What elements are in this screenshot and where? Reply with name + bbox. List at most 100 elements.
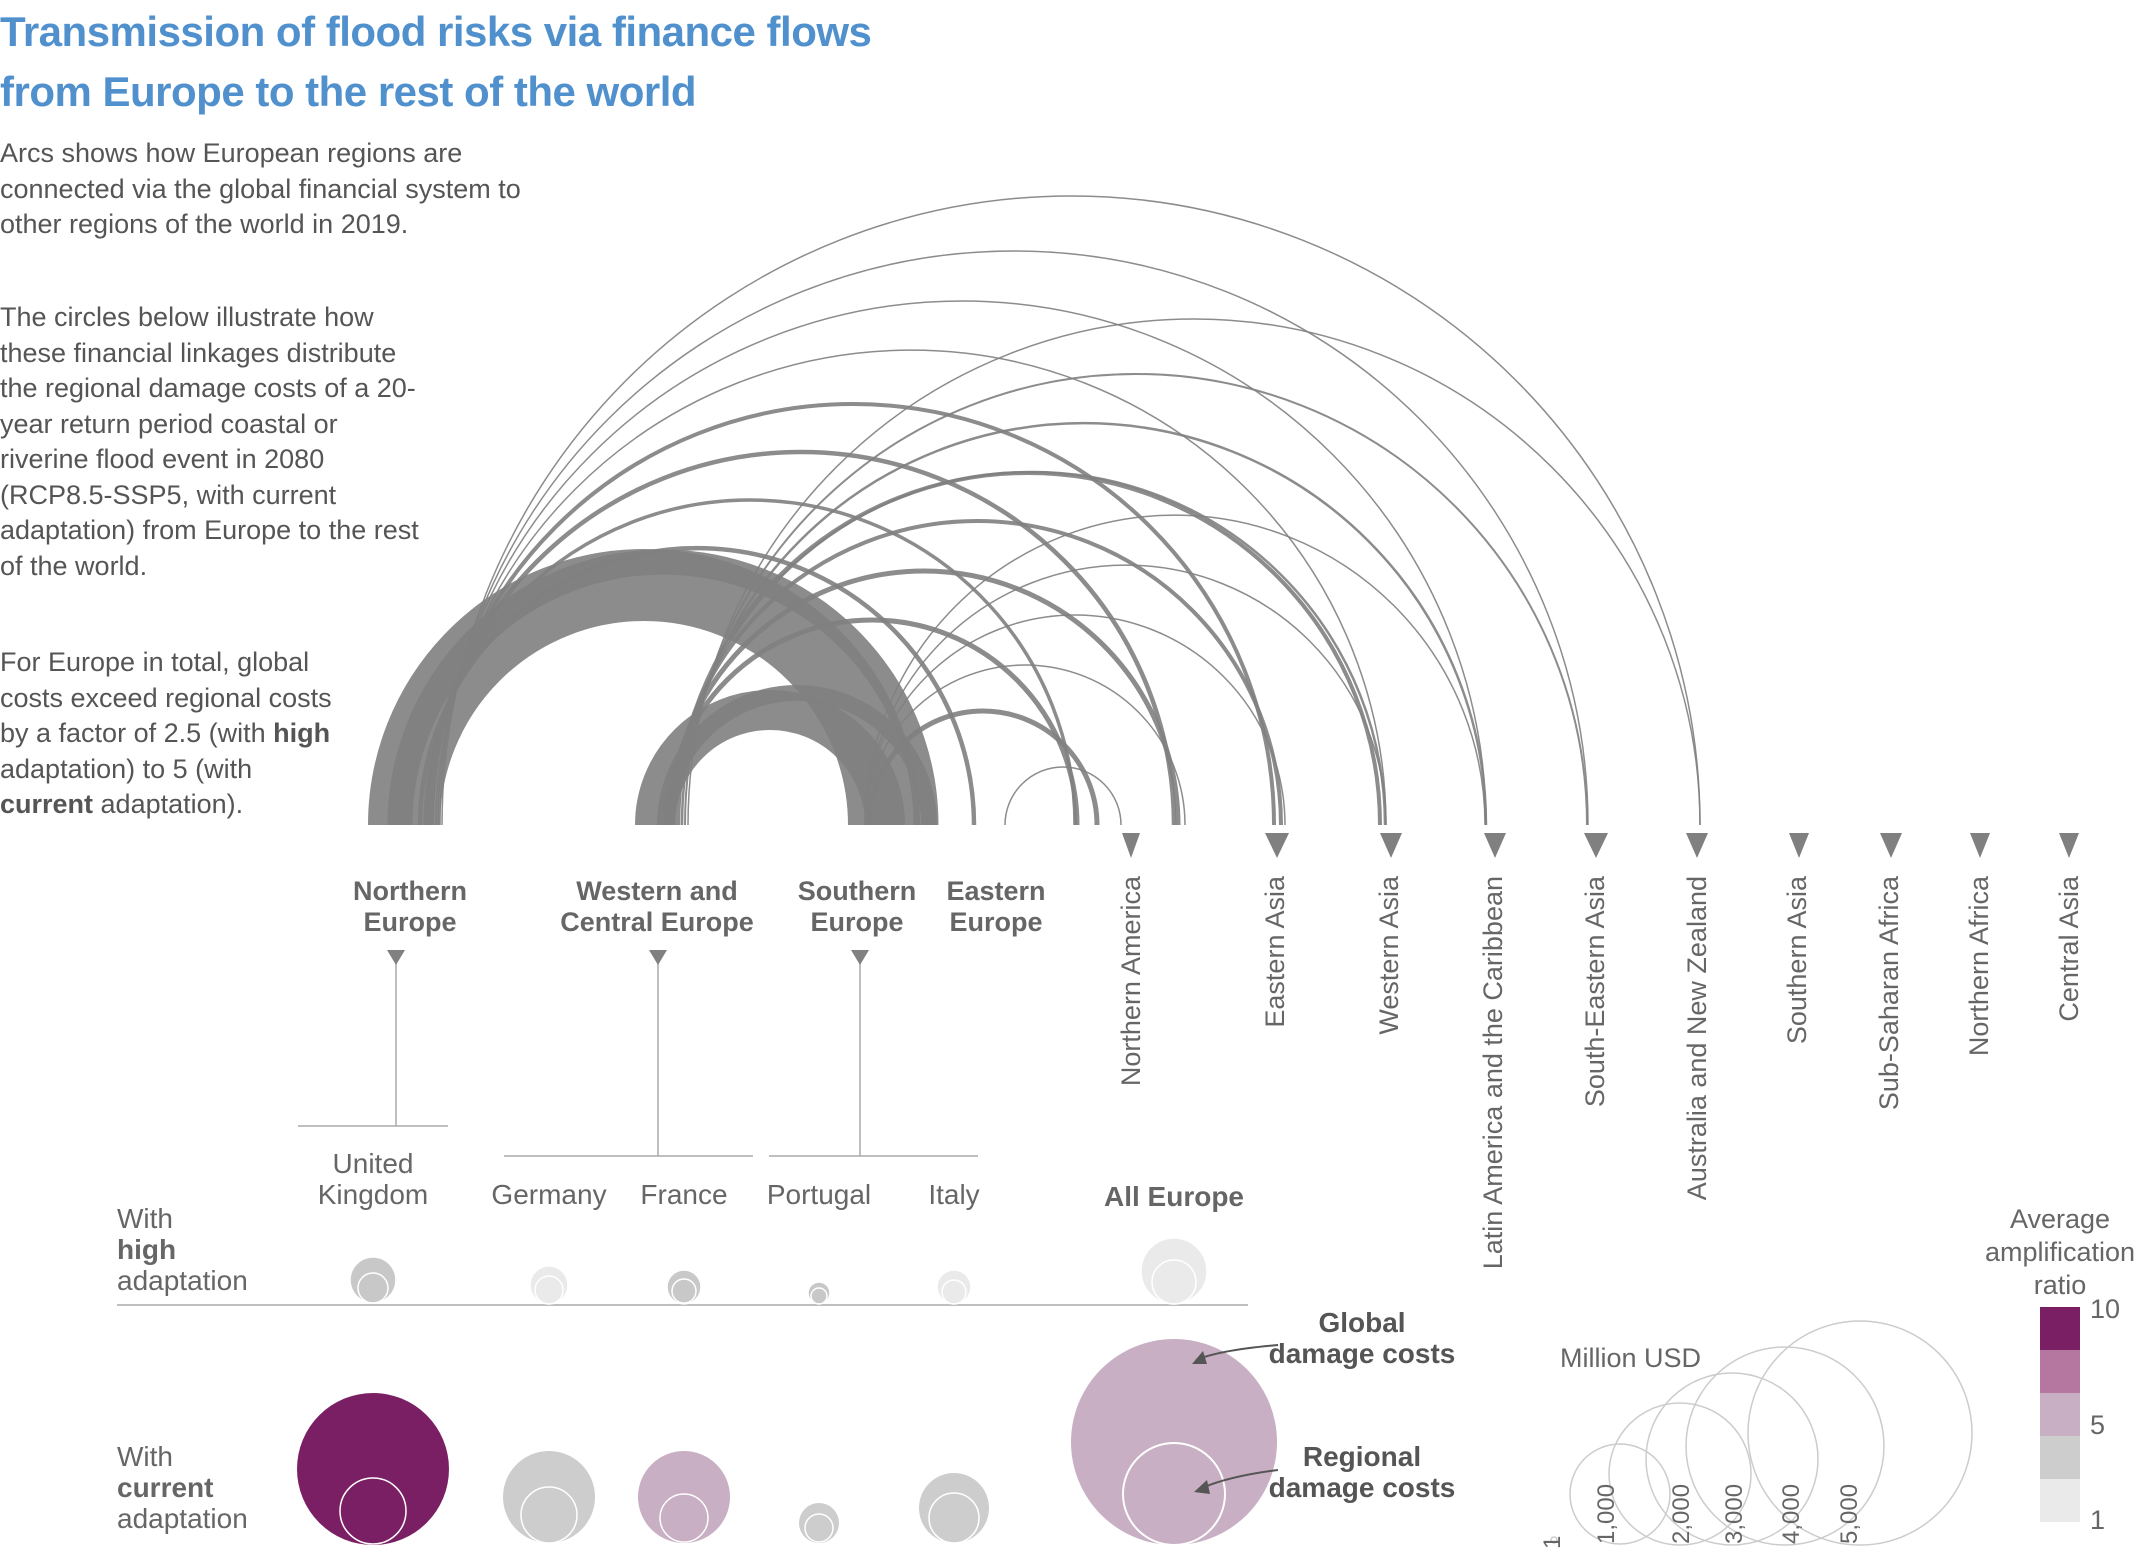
size-label-5000: 5,000	[1836, 1484, 1863, 1544]
color-tick-1: 1	[2090, 1505, 2105, 1535]
dest-label-australia-new-zealand: Australia and New Zealand	[1682, 876, 1712, 1200]
circle-france-high-regional	[671, 1278, 697, 1304]
country-label-portugal: Portugal	[767, 1179, 871, 1210]
country-label-all-europe: All Europe	[1104, 1181, 1244, 1212]
source-label-eastern-europe: Eastern Europe	[946, 876, 1045, 937]
high-adaptation-circles	[349, 1237, 1208, 1305]
arrow-eastern-asia	[1265, 833, 1289, 858]
dest-label-northern-africa: Northern Africa	[1964, 875, 1994, 1056]
circle-italy-current-global	[919, 1473, 989, 1543]
circle-europe-high-global	[1140, 1237, 1208, 1305]
arc-northern-europe-northern-africa	[439, 250, 1589, 826]
size-circle-5000	[1747, 1320, 1973, 1546]
arrow-australia	[1686, 833, 1708, 858]
arrow-latin-america	[1484, 833, 1506, 858]
circle-france-high-global	[666, 1269, 702, 1305]
dest-label-southern-asia: Southern Asia	[1782, 875, 1812, 1044]
connector-western-europe	[504, 960, 753, 1157]
dest-label-central-asia: Central Asia	[2054, 875, 2084, 1022]
page-title: Transmission of flood risks via finance …	[0, 8, 872, 115]
color-swatch-2	[2040, 1350, 2080, 1393]
arrow-northern-america	[1122, 833, 1140, 858]
circle-italy-high-regional	[941, 1279, 967, 1305]
dest-label-northern-america: Northern America	[1116, 875, 1146, 1086]
arrow-south-eastern-asia	[1584, 833, 1608, 858]
arc-western-europe-south-eastern-asia	[667, 568, 1181, 826]
arc-northern-europe-sub-saharan-africa	[437, 300, 1487, 826]
arrow-western-asia	[1380, 833, 1402, 858]
destination-labels: Northern America Eastern Asia Western As…	[1116, 875, 2084, 1269]
arc-northern-europe-central-asia	[441, 195, 1701, 826]
destination-arrows	[1122, 833, 2079, 858]
circle-uk-high-global	[349, 1256, 397, 1304]
color-legend: Average amplification ratio 10 5 1	[1985, 1204, 2135, 1535]
size-label-1: 1	[1539, 1536, 1566, 1549]
country-label-italy: Italy	[928, 1179, 979, 1210]
connector-northern-europe	[298, 960, 448, 1127]
finance-arcs	[368, 195, 1701, 826]
intro-p3-high: high	[273, 718, 331, 748]
intro-p3-part1: For Europe in total, global costs exceed…	[0, 647, 332, 748]
source-label-southern-europe: Southern Europe	[798, 876, 917, 937]
size-circle-1	[1550, 1536, 1558, 1544]
size-label-1000: 1,000	[1593, 1484, 1620, 1544]
country-label-germany: Germany	[491, 1179, 606, 1210]
circle-france-current-regional	[659, 1493, 709, 1543]
color-swatch-1	[2040, 1307, 2080, 1350]
arc-northern-europe-northern-america	[368, 549, 920, 826]
marker-southern-europe	[851, 950, 869, 965]
region-country-connectors	[298, 960, 978, 1157]
arc-western-europe-latin-america	[671, 519, 1283, 826]
size-label-3000: 3,000	[1721, 1484, 1748, 1544]
marker-northern-europe	[387, 950, 405, 965]
arrow-central-asia	[2059, 833, 2079, 858]
callout-regional-label: Regional damage costs	[1269, 1441, 1456, 1503]
intro-p3-part3: adaptation).	[93, 789, 244, 819]
circle-germany-current-global	[503, 1451, 595, 1543]
callout-regional-arrow	[1194, 1480, 1210, 1494]
dest-label-western-asia: Western Asia	[1374, 875, 1404, 1035]
color-swatch-3	[2040, 1393, 2080, 1436]
circle-italy-high-global	[936, 1269, 972, 1305]
arc-southern-europe-latin-america	[864, 514, 1486, 826]
intro-paragraph-arcs: Arcs shows how European regions are conn…	[0, 138, 521, 239]
row-labels: With high adaptation With current adaptation	[117, 1203, 248, 1534]
circle-germany-current-regional	[520, 1486, 578, 1544]
circle-italy-current-regional	[928, 1492, 980, 1544]
circle-uk-current-regional	[339, 1477, 407, 1545]
country-label-uk: United Kingdom	[318, 1148, 429, 1210]
circle-europe-high-regional	[1151, 1259, 1197, 1305]
source-label-northern-europe: Northern Europe	[353, 876, 467, 937]
color-tick-5: 5	[2090, 1410, 2105, 1440]
arc-western-europe-australia	[674, 471, 1382, 826]
circle-uk-current-global	[297, 1393, 449, 1545]
color-swatch-4	[2040, 1436, 2080, 1479]
color-tick-10: 10	[2090, 1294, 2120, 1324]
color-swatch-5	[2040, 1479, 2080, 1522]
dest-label-latin-america: Latin America and the Caribbean	[1478, 876, 1508, 1269]
marker-western-europe	[649, 950, 667, 965]
connector-markers	[387, 950, 869, 965]
intro-p3-part2: adaptation) to 5 (with	[0, 753, 253, 784]
size-circle-3000	[1645, 1372, 1819, 1546]
intro-p3-current: current	[0, 789, 94, 819]
circle-portugal-high-regional	[810, 1287, 828, 1305]
intro-paragraph-europe-total: For Europe in total, global costs exceed…	[0, 645, 340, 823]
connector-southern-europe	[769, 960, 978, 1157]
row-label-current-adaptation: With current adaptation	[117, 1441, 248, 1534]
circle-europe-current-regional	[1122, 1442, 1226, 1546]
circle-france-current-global	[638, 1451, 730, 1543]
size-circle-1000	[1569, 1443, 1671, 1545]
callout-global-arrow	[1192, 1351, 1207, 1364]
circle-uk-high-regional	[357, 1272, 389, 1304]
country-labels: United Kingdom Germany France Portugal It…	[318, 1148, 1244, 1212]
callouts: Global damage costs Regional damage costs	[1192, 1307, 1455, 1503]
size-circle-4000	[1685, 1346, 1885, 1546]
size-circle-2000	[1608, 1402, 1752, 1546]
arrow-southern-asia	[1789, 833, 1809, 858]
circle-germany-high-regional	[534, 1275, 564, 1305]
color-legend-title: Average amplification ratio	[1985, 1204, 2135, 1300]
callout-global-label: Global damage costs	[1269, 1307, 1456, 1369]
dest-label-sub-saharan-africa: Sub-Saharan Africa	[1874, 875, 1904, 1110]
